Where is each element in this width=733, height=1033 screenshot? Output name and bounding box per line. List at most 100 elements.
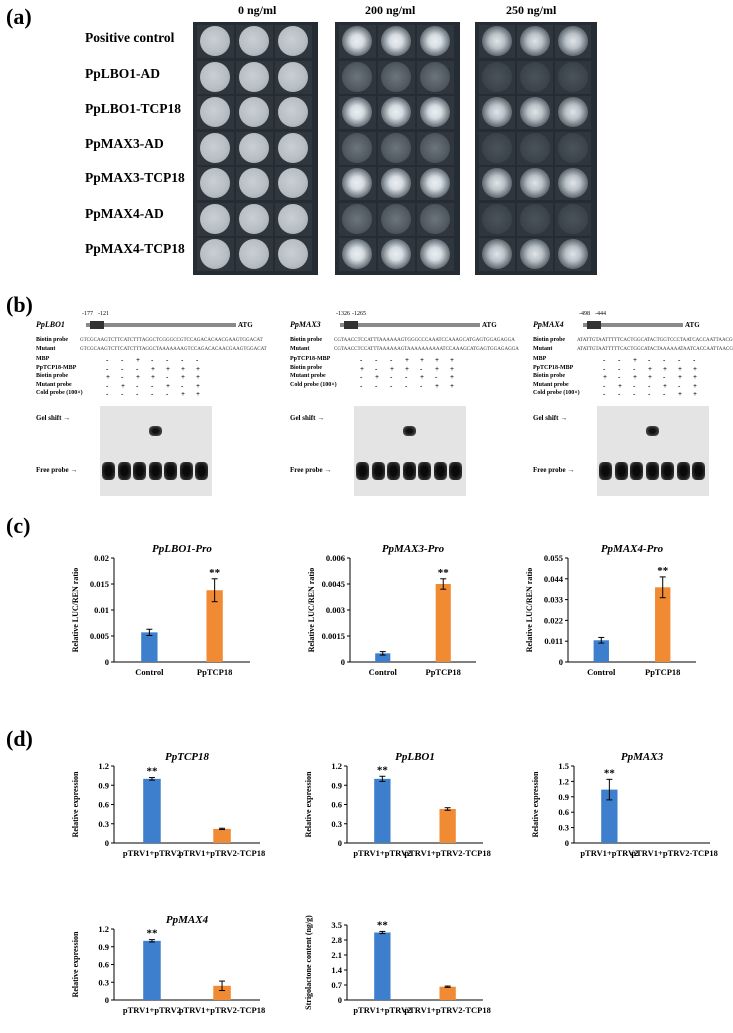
plate-tile — [339, 96, 376, 129]
condition-label: Cold probe (100×) — [533, 390, 580, 396]
promoter-line — [86, 323, 236, 327]
yeast-spot — [558, 203, 588, 234]
y-tick-label: 0.006 — [326, 553, 345, 563]
yeast-spot — [278, 26, 308, 56]
plate-tile — [555, 202, 591, 236]
strain-label: PpMAX4-TCP18 — [85, 241, 185, 256]
yeast-spot — [558, 132, 588, 163]
plate-tile — [197, 60, 234, 94]
condition-sign: - — [435, 373, 438, 381]
condition-sign: - — [151, 390, 154, 398]
condition-sign: - — [166, 390, 169, 398]
plate-tile — [417, 202, 454, 236]
yeast-spot — [342, 61, 372, 92]
y-tick-label: 1.5 — [558, 761, 569, 771]
condition-sign: + — [181, 390, 185, 398]
condition-sign: - — [420, 381, 423, 390]
y-axis-label: Relative expression — [304, 771, 313, 837]
yeast-spot — [520, 203, 550, 234]
y-tick-label: 1.2 — [558, 776, 569, 786]
bar — [593, 640, 609, 662]
x-tick-label: PpTCP18 — [197, 667, 232, 677]
condition-sign: + — [405, 364, 409, 373]
mutant-sequence: ATATTGTAATTTTTCACTGGCATACTAAAAAATAATCACC… — [577, 347, 733, 352]
plate-tile — [275, 25, 312, 58]
bar — [374, 932, 391, 1000]
condition-sign: - — [121, 373, 124, 381]
yeast-spot — [482, 168, 512, 198]
free-probe-band — [661, 462, 674, 480]
yeast-spot — [239, 26, 269, 56]
conc-label-0: 0 ng/ml — [238, 3, 277, 17]
y-tick-label: 0.9 — [331, 780, 342, 790]
condition-sign: + — [603, 373, 607, 381]
yeast-spot — [239, 239, 269, 269]
yeast-spot — [520, 132, 550, 163]
yeast-spot — [239, 61, 269, 92]
condition-sign: + — [450, 364, 454, 373]
plate-tile — [479, 96, 515, 129]
condition-label: Biotin probe — [533, 373, 566, 379]
y-tick-label: 0.044 — [544, 574, 564, 584]
yeast-spot — [420, 168, 450, 198]
condition-sign: - — [633, 381, 636, 390]
emsa-blot: PpMAX4 -498 -444 ATG Biotin probe ATATTGTAATT… — [533, 311, 733, 498]
free-probe-band — [433, 462, 447, 480]
condition-sign: + — [196, 373, 200, 381]
gel-image — [100, 406, 212, 496]
significance-mark: ** — [657, 565, 669, 577]
y-tick-label: 0.3 — [331, 819, 342, 829]
free-probe-band — [371, 462, 385, 480]
condition-sign: - — [618, 356, 621, 364]
condition-sign: - — [375, 356, 378, 364]
promoter-line — [583, 323, 683, 327]
y-tick-label: 0 — [105, 838, 109, 848]
biotin-probe-label: Biotin probe — [533, 337, 566, 343]
panel-label-b: (b) — [6, 292, 33, 317]
bar — [439, 986, 456, 1000]
y-axis-label: Relative expression — [71, 931, 80, 997]
strain-label: Positive control — [85, 30, 175, 45]
emsa-gene-label: PpMAX4 — [533, 320, 564, 329]
plate-0ng — [193, 22, 318, 275]
condition-label: Mutant probe — [533, 381, 569, 388]
gel-image — [354, 406, 466, 496]
condition-sign: - — [360, 381, 363, 390]
y-tick-label: 0.6 — [558, 807, 569, 817]
plate-tile — [236, 238, 273, 271]
x-tick-label: Control — [369, 667, 398, 677]
y-axis-label: Relative LUC/REN ratio — [307, 568, 316, 652]
plate-tile — [197, 25, 234, 58]
chart-4: PpLBO1 0 0.3 0.6 0.9 1.2 Relative expression **… — [304, 751, 491, 858]
plate-tile — [275, 167, 312, 200]
condition-sign: + — [166, 364, 170, 373]
condition-sign: - — [151, 356, 154, 364]
plate-tile — [555, 60, 591, 94]
condition-label: PpTCP18-MBP — [290, 356, 331, 362]
condition-sign: + — [693, 373, 697, 381]
free-probe-band — [676, 462, 690, 480]
gel-shift-label: Gel shift → — [36, 414, 71, 422]
plate-tile — [417, 25, 454, 58]
yeast-spot — [278, 97, 308, 127]
x-tick-label: pTRV1+pTRV2-TCP18 — [631, 848, 717, 858]
bar — [206, 590, 223, 662]
binding-site-box — [344, 321, 358, 329]
plate-tile — [236, 96, 273, 129]
condition-sign: + — [196, 364, 200, 373]
plate-tile — [417, 238, 454, 271]
condition-sign: - — [618, 364, 621, 373]
condition-sign: - — [136, 381, 139, 390]
y-tick-label: 0.0015 — [322, 631, 345, 641]
y-tick-label: 0.7 — [331, 980, 342, 990]
significance-mark: ** — [377, 919, 389, 931]
yeast-spot — [381, 97, 411, 127]
yeast-spot — [200, 132, 230, 163]
plate-tile — [479, 131, 515, 165]
condition-sign: - — [603, 364, 606, 373]
yeast-spot — [342, 168, 372, 198]
plate-tile — [197, 202, 234, 236]
y-tick-label: 1.2 — [98, 761, 109, 771]
condition-sign: - — [106, 356, 109, 364]
x-tick-label: pTRV1+pTRV2 — [123, 848, 181, 858]
